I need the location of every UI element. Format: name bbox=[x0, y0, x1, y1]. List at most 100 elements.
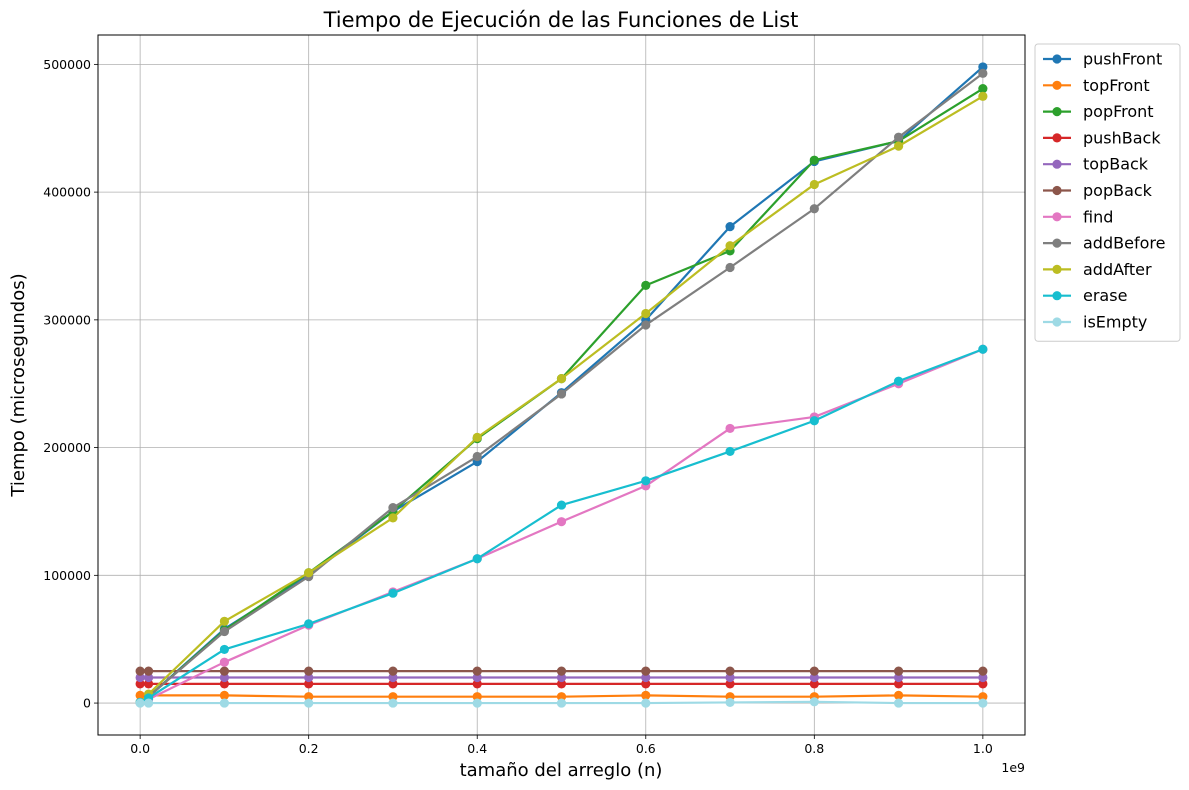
legend-label: addAfter bbox=[1083, 260, 1152, 279]
legend-item-addAfter: addAfter bbox=[1043, 260, 1152, 279]
series-addAfter bbox=[135, 91, 988, 708]
data-point bbox=[219, 666, 230, 676]
legend-marker bbox=[1052, 133, 1062, 143]
data-point bbox=[388, 503, 398, 513]
data-point bbox=[893, 376, 904, 386]
legend-label: topBack bbox=[1083, 155, 1149, 174]
grid-lines bbox=[98, 35, 1025, 735]
data-point bbox=[809, 204, 819, 214]
legend-marker bbox=[1052, 80, 1062, 90]
y-tick-label: 200000 bbox=[43, 440, 91, 455]
data-point bbox=[893, 698, 904, 708]
legend-marker bbox=[1052, 54, 1062, 64]
data-point bbox=[725, 666, 735, 676]
data-point bbox=[725, 241, 735, 251]
data-point bbox=[304, 666, 314, 676]
series-line bbox=[139, 72, 984, 704]
legend-label: pushFront bbox=[1083, 50, 1162, 69]
legend-item-pushBack: pushBack bbox=[1043, 128, 1161, 147]
data-point bbox=[978, 62, 988, 72]
data-point bbox=[388, 672, 398, 683]
data-point bbox=[978, 666, 988, 676]
y-tick-label: 400000 bbox=[43, 185, 91, 200]
legend-marker bbox=[1052, 291, 1062, 301]
legend-label: erase bbox=[1083, 286, 1127, 305]
series-isEmpty bbox=[135, 697, 988, 708]
plot-area-frame bbox=[97, 34, 1026, 736]
legend-item-addBefore: addBefore bbox=[1043, 234, 1165, 253]
series-line bbox=[139, 348, 984, 704]
legend-label: isEmpty bbox=[1083, 313, 1147, 332]
data-point bbox=[143, 666, 154, 676]
x-axis-title: tamaño del arreglo (n) bbox=[460, 760, 663, 781]
x-tick-label: 0.6 bbox=[636, 741, 656, 756]
series-topBack bbox=[135, 672, 988, 683]
legend-marker bbox=[1052, 107, 1062, 117]
data-point bbox=[219, 644, 230, 655]
data-point bbox=[304, 692, 314, 702]
legend-label: popBack bbox=[1083, 181, 1153, 200]
data-point bbox=[135, 672, 145, 683]
legend-label: topFront bbox=[1083, 76, 1150, 95]
data-point bbox=[304, 672, 314, 683]
series-pushBack bbox=[135, 679, 988, 689]
data-point bbox=[978, 692, 988, 702]
data-point bbox=[978, 68, 988, 78]
legend-box bbox=[1034, 43, 1181, 342]
x-tick-label: 1.0 bbox=[973, 741, 993, 756]
data-point bbox=[725, 423, 735, 434]
legend-marker bbox=[1052, 159, 1062, 169]
data-point bbox=[556, 692, 567, 702]
data-point bbox=[809, 416, 819, 426]
data-point bbox=[641, 476, 651, 486]
legend-item-topBack: topBack bbox=[1043, 155, 1149, 174]
data-point bbox=[641, 698, 651, 708]
legend-item-find: find bbox=[1043, 207, 1113, 226]
y-axis-title: Tiempo (microsegundos) bbox=[8, 273, 29, 497]
data-point bbox=[893, 672, 904, 683]
data-point bbox=[135, 666, 145, 676]
legend-item-topFront: topFront bbox=[1043, 76, 1150, 95]
data-point bbox=[641, 679, 651, 689]
data-point bbox=[135, 698, 145, 708]
legend-marker bbox=[1052, 212, 1062, 222]
data-point bbox=[809, 679, 819, 689]
data-point bbox=[809, 672, 819, 683]
legend-item-pushFront: pushFront bbox=[1043, 50, 1162, 69]
data-point bbox=[219, 679, 230, 689]
data-point bbox=[388, 679, 398, 689]
data-point bbox=[641, 280, 651, 290]
data-point bbox=[472, 698, 482, 708]
x-axis-offset-label: 1e9 bbox=[1001, 760, 1025, 775]
data-point bbox=[219, 698, 230, 708]
data-point bbox=[978, 91, 988, 101]
data-point bbox=[978, 344, 988, 354]
data-point bbox=[556, 389, 567, 399]
data-point bbox=[388, 588, 398, 598]
data-point bbox=[472, 666, 482, 676]
data-point bbox=[304, 698, 314, 708]
x-tick-label: 0.0 bbox=[130, 741, 150, 756]
x-tick-label: 0.2 bbox=[299, 741, 319, 756]
legend-marker bbox=[1052, 238, 1062, 248]
series-line bbox=[140, 694, 983, 698]
series-line bbox=[139, 95, 984, 704]
data-point bbox=[143, 672, 154, 683]
legend-label: addBefore bbox=[1083, 234, 1165, 253]
data-point bbox=[472, 554, 482, 564]
y-tick-label: 500000 bbox=[43, 57, 91, 72]
y-tick-label: 100000 bbox=[43, 568, 91, 583]
data-point bbox=[143, 698, 154, 708]
data-point bbox=[641, 672, 651, 683]
data-point bbox=[809, 697, 819, 707]
chart-title: Tiempo de Ejecución de las Funciones de … bbox=[323, 8, 799, 32]
x-tick-label: 0.8 bbox=[804, 741, 824, 756]
data-point bbox=[556, 698, 567, 708]
data-point bbox=[641, 690, 651, 701]
data-point bbox=[219, 616, 230, 626]
legend-label: popFront bbox=[1083, 102, 1154, 121]
data-point bbox=[893, 679, 904, 689]
data-point bbox=[219, 626, 230, 637]
axis-ticks: 0.0 0.2 0.4 0.6 0.8 1.0 0 100000 200000 300000 400… bbox=[43, 57, 993, 756]
